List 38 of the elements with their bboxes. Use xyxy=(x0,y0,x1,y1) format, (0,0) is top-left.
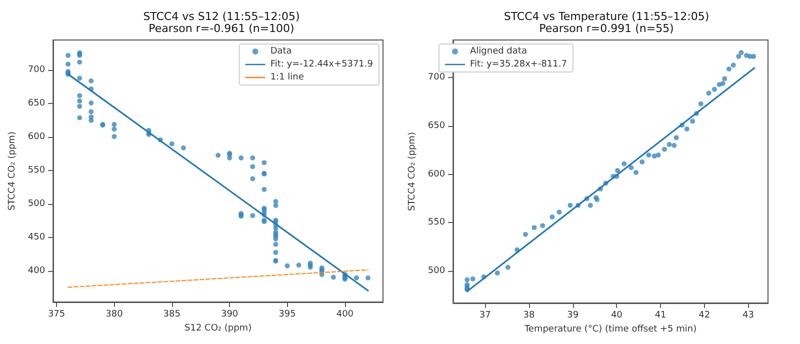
y-tick-label: 450 xyxy=(28,232,46,243)
y-tick-label: 500 xyxy=(28,199,46,210)
x-tick-label: 37 xyxy=(479,310,491,320)
chart-title: STCC4 vs S12 (11:55–12:05) xyxy=(143,10,300,23)
y-tick-label: 550 xyxy=(28,166,46,176)
x-tick-label: 390 xyxy=(220,310,238,320)
x-tick-label: 385 xyxy=(163,310,180,320)
chart-subtitle: Pearson r=0.991 (n=55) xyxy=(539,22,674,35)
x-axis-title: Temperature (°C) (time offset +5 min) xyxy=(523,324,697,334)
chart-subtitle: Pearson r=-0.961 (n=100) xyxy=(148,22,294,35)
y-tick-label: 600 xyxy=(428,169,446,180)
legend-label: Fit: y=-12.44x+5371.9 xyxy=(270,60,374,70)
y-tick-label: 650 xyxy=(428,121,446,132)
x-tick-label: 40 xyxy=(610,310,623,320)
y-tick-label: 600 xyxy=(28,132,46,142)
legend-label: Data xyxy=(270,46,292,56)
y-tick-label: 700 xyxy=(428,72,446,83)
y-axis-title: STCC4 CO₂ (ppm) xyxy=(8,132,18,210)
x-tick-label: 375 xyxy=(48,310,66,320)
x-tick-label: 41 xyxy=(654,310,666,320)
x-tick-label: 380 xyxy=(106,310,124,320)
chart-title: STCC4 vs Temperature (11:55–12:05) xyxy=(504,10,710,23)
legend-label: 1:1 line xyxy=(270,72,304,82)
y-tick-label: 700 xyxy=(28,65,46,76)
x-axis-title: S12 CO₂ (ppm) xyxy=(184,323,252,334)
x-tick-label: 38 xyxy=(523,310,535,320)
y-axis-title: STCC4 CO₂ (ppm) xyxy=(408,132,418,211)
legend-label: Aligned data xyxy=(470,46,527,56)
legend-label: Fit: y=35.28x+-811.7 xyxy=(470,60,567,70)
y-tick-label: 500 xyxy=(428,266,446,276)
y-tick-label: 400 xyxy=(28,266,46,276)
y-tick-label: 550 xyxy=(428,218,446,228)
x-tick-label: 395 xyxy=(278,310,296,320)
x-tick-label: 400 xyxy=(336,310,354,320)
x-tick-label: 42 xyxy=(698,310,710,320)
x-tick-label: 43 xyxy=(742,310,754,320)
x-tick-label: 39 xyxy=(567,310,579,320)
y-tick-label: 650 xyxy=(28,98,46,109)
